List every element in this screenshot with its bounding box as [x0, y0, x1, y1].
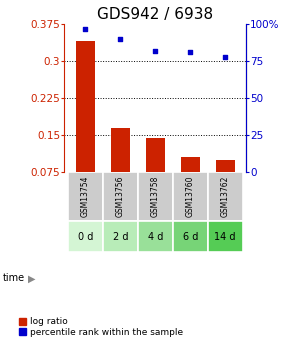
Bar [111, 128, 130, 172]
Text: GSM13758: GSM13758 [151, 176, 160, 217]
Bar [103, 172, 138, 221]
Text: 4 d: 4 d [148, 232, 163, 241]
Point [118, 36, 123, 42]
Bar [173, 172, 208, 221]
Text: GSM13762: GSM13762 [221, 176, 230, 217]
Title: GDS942 / 6938: GDS942 / 6938 [97, 7, 213, 22]
Bar [103, 221, 138, 252]
Text: time: time [3, 273, 25, 283]
Bar [138, 221, 173, 252]
Point [188, 49, 193, 55]
Text: GSM13754: GSM13754 [81, 176, 90, 217]
Point [83, 26, 88, 31]
Bar [68, 172, 103, 221]
Point [223, 54, 227, 59]
Bar [146, 138, 165, 172]
Text: 2 d: 2 d [113, 232, 128, 241]
Text: GSM13756: GSM13756 [116, 176, 125, 217]
Bar [216, 160, 235, 172]
Bar [76, 41, 95, 172]
Text: 0 d: 0 d [78, 232, 93, 241]
Legend: log ratio, percentile rank within the sample: log ratio, percentile rank within the sa… [19, 317, 183, 337]
Point [153, 48, 158, 53]
Bar [138, 172, 173, 221]
Text: ▶: ▶ [28, 274, 35, 283]
Bar [68, 221, 103, 252]
Text: 14 d: 14 d [214, 232, 236, 241]
Text: GSM13760: GSM13760 [186, 176, 195, 217]
Bar [208, 221, 243, 252]
Text: 6 d: 6 d [183, 232, 198, 241]
Bar [208, 172, 243, 221]
Bar [180, 157, 200, 172]
Bar [173, 221, 208, 252]
